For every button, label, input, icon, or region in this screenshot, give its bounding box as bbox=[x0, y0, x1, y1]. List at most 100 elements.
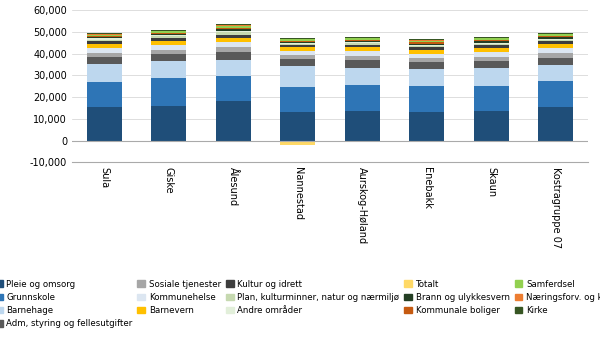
Bar bbox=[280, 44, 316, 45]
Bar bbox=[344, 51, 380, 56]
Bar bbox=[86, 53, 122, 57]
Bar bbox=[151, 61, 187, 78]
Bar bbox=[215, 25, 251, 26]
Bar bbox=[86, 48, 122, 53]
Bar bbox=[344, 85, 380, 111]
Bar bbox=[86, 39, 122, 40]
Bar bbox=[344, 45, 380, 48]
Bar bbox=[215, 101, 251, 141]
Bar bbox=[473, 111, 509, 141]
Bar bbox=[473, 43, 509, 44]
Bar bbox=[280, 41, 316, 42]
Bar bbox=[409, 41, 445, 43]
Bar bbox=[409, 50, 445, 53]
Bar bbox=[538, 57, 574, 65]
Bar bbox=[151, 45, 187, 50]
Bar bbox=[538, 65, 574, 81]
Bar bbox=[538, 37, 574, 39]
Bar bbox=[215, 38, 251, 43]
Bar bbox=[344, 48, 380, 51]
Bar bbox=[86, 40, 122, 41]
Bar bbox=[344, 68, 380, 85]
Bar bbox=[538, 48, 574, 53]
Legend: Pleie og omsorg, Grunnskole, Barnehage, Adm, styring og fellesutgifter, Sosiale : Pleie og omsorg, Grunnskole, Barnehage, … bbox=[0, 276, 600, 332]
Bar bbox=[473, 86, 509, 111]
Bar bbox=[538, 81, 574, 107]
Bar bbox=[473, 52, 509, 57]
Bar bbox=[538, 36, 574, 37]
Bar bbox=[409, 40, 445, 41]
Bar bbox=[473, 45, 509, 48]
Bar bbox=[538, 42, 574, 44]
Bar bbox=[86, 34, 122, 36]
Bar bbox=[86, 64, 122, 82]
Bar bbox=[86, 36, 122, 37]
Bar bbox=[151, 41, 187, 45]
Bar bbox=[215, 24, 251, 25]
Bar bbox=[344, 60, 380, 68]
Bar bbox=[215, 32, 251, 35]
Bar bbox=[86, 82, 122, 107]
Bar bbox=[473, 57, 509, 61]
Bar bbox=[473, 48, 509, 52]
Bar bbox=[473, 40, 509, 41]
Bar bbox=[280, 59, 316, 66]
Bar bbox=[215, 47, 251, 52]
Bar bbox=[280, 47, 316, 51]
Bar bbox=[280, 55, 316, 59]
Bar bbox=[409, 63, 445, 69]
Bar bbox=[151, 31, 187, 33]
Bar bbox=[215, 52, 251, 59]
Bar bbox=[151, 38, 187, 41]
Bar bbox=[215, 35, 251, 38]
Bar bbox=[151, 35, 187, 37]
Bar bbox=[215, 28, 251, 29]
Bar bbox=[344, 43, 380, 45]
Bar bbox=[86, 37, 122, 39]
Bar bbox=[280, 45, 316, 47]
Bar bbox=[409, 58, 445, 63]
Bar bbox=[215, 59, 251, 76]
Bar bbox=[538, 107, 574, 141]
Bar bbox=[151, 50, 187, 54]
Bar bbox=[409, 43, 445, 44]
Bar bbox=[280, 42, 316, 43]
Bar bbox=[409, 44, 445, 45]
Bar bbox=[215, 76, 251, 101]
Bar bbox=[473, 37, 509, 38]
Bar bbox=[344, 111, 380, 141]
Bar bbox=[86, 57, 122, 64]
Bar bbox=[280, 66, 316, 87]
Bar bbox=[344, 40, 380, 41]
Bar bbox=[280, 43, 316, 44]
Bar bbox=[215, 43, 251, 47]
Bar bbox=[151, 54, 187, 61]
Bar bbox=[151, 33, 187, 34]
Bar bbox=[409, 86, 445, 112]
Bar bbox=[151, 34, 187, 35]
Bar bbox=[409, 45, 445, 46]
Bar bbox=[344, 41, 380, 42]
Bar bbox=[280, 113, 316, 141]
Bar bbox=[538, 39, 574, 40]
Bar bbox=[86, 44, 122, 48]
Bar bbox=[86, 107, 122, 141]
Bar bbox=[280, 51, 316, 55]
Bar bbox=[344, 56, 380, 60]
Bar bbox=[280, 141, 316, 145]
Bar bbox=[280, 39, 316, 40]
Bar bbox=[215, 29, 251, 31]
Bar bbox=[409, 53, 445, 58]
Bar bbox=[344, 42, 380, 43]
Bar bbox=[151, 78, 187, 106]
Bar bbox=[473, 41, 509, 43]
Bar bbox=[473, 38, 509, 39]
Bar bbox=[538, 40, 574, 42]
Bar bbox=[409, 47, 445, 50]
Bar bbox=[151, 37, 187, 38]
Bar bbox=[409, 46, 445, 47]
Bar bbox=[473, 68, 509, 86]
Bar bbox=[344, 39, 380, 40]
Bar bbox=[538, 53, 574, 57]
Bar bbox=[86, 41, 122, 44]
